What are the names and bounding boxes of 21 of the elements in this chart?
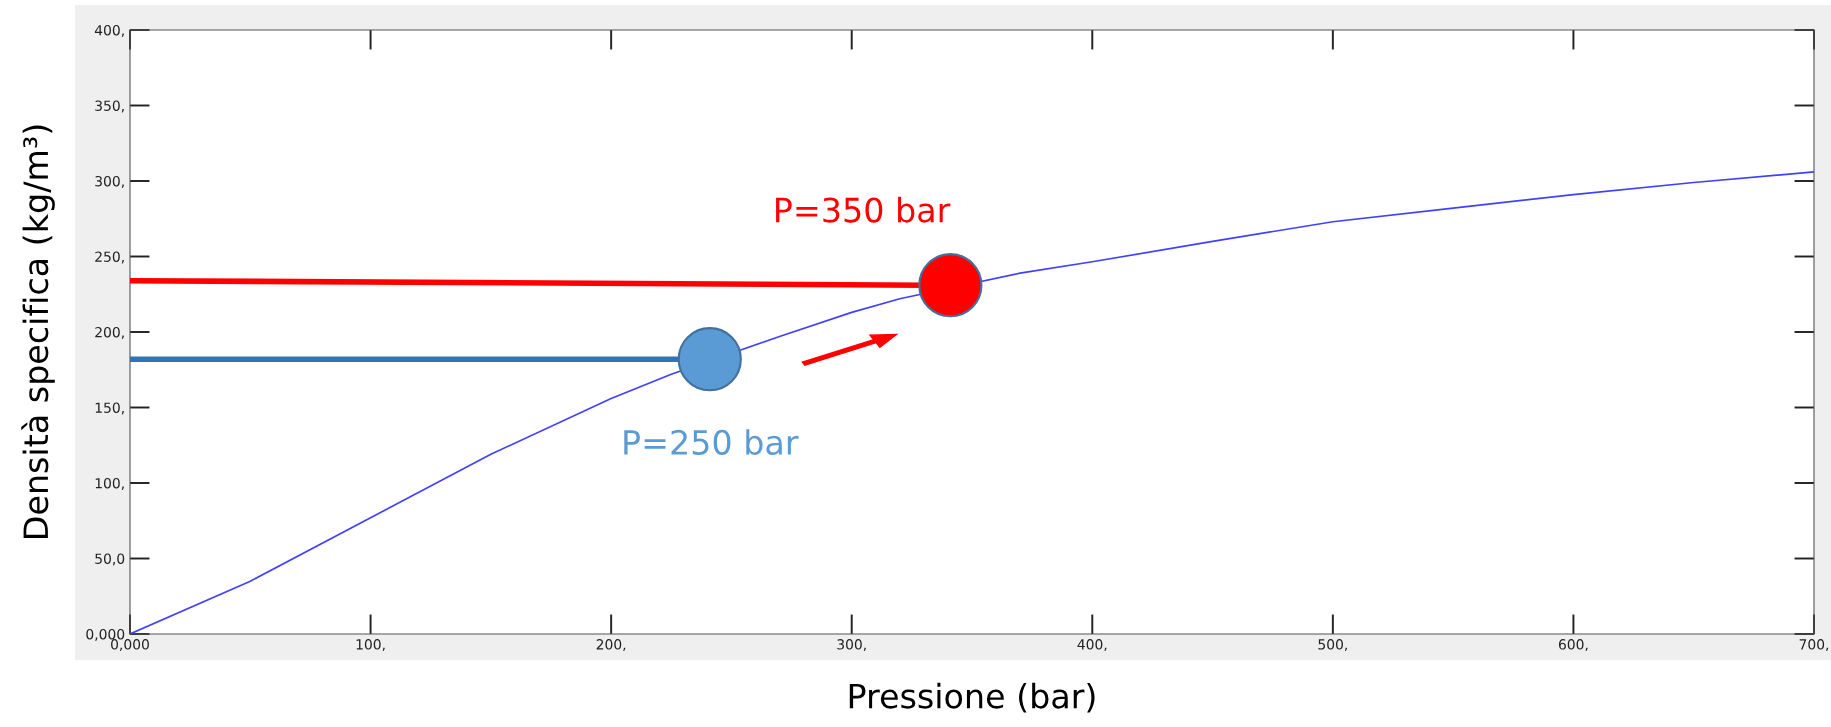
x-tick-label: 400, xyxy=(1077,639,1107,652)
annotation: P=350 bar xyxy=(776,196,951,223)
y-tick-label: 150, xyxy=(95,402,124,415)
y-tick-label: 50,0 xyxy=(95,553,125,566)
y-tick-label: 300, xyxy=(95,175,124,188)
x-tick-label: 300, xyxy=(837,639,866,652)
x-tick-label: 600, xyxy=(1558,639,1588,652)
y-tick-label: 100, xyxy=(95,477,124,490)
y-tick-label: 400, xyxy=(94,24,124,37)
y-tick-label: 250, xyxy=(95,251,124,264)
y-axis-title: Densità specifica (kg/m³) xyxy=(21,125,55,538)
x-tick-label: 0,000 xyxy=(111,639,149,652)
x-tick-label: 700, xyxy=(1799,639,1829,652)
x-tick-label: 500, xyxy=(1318,639,1347,652)
y-tick-label: 0,000 xyxy=(86,628,125,641)
annotation: P=250 bar xyxy=(624,429,799,455)
y-tick-label: 350, xyxy=(95,100,124,113)
x-tick-label: 200, xyxy=(596,639,626,652)
x-axis-title: Pressione (bar) xyxy=(849,682,1095,713)
y-tick-label: 200, xyxy=(95,326,124,339)
x-tick-label: 100, xyxy=(356,639,385,652)
